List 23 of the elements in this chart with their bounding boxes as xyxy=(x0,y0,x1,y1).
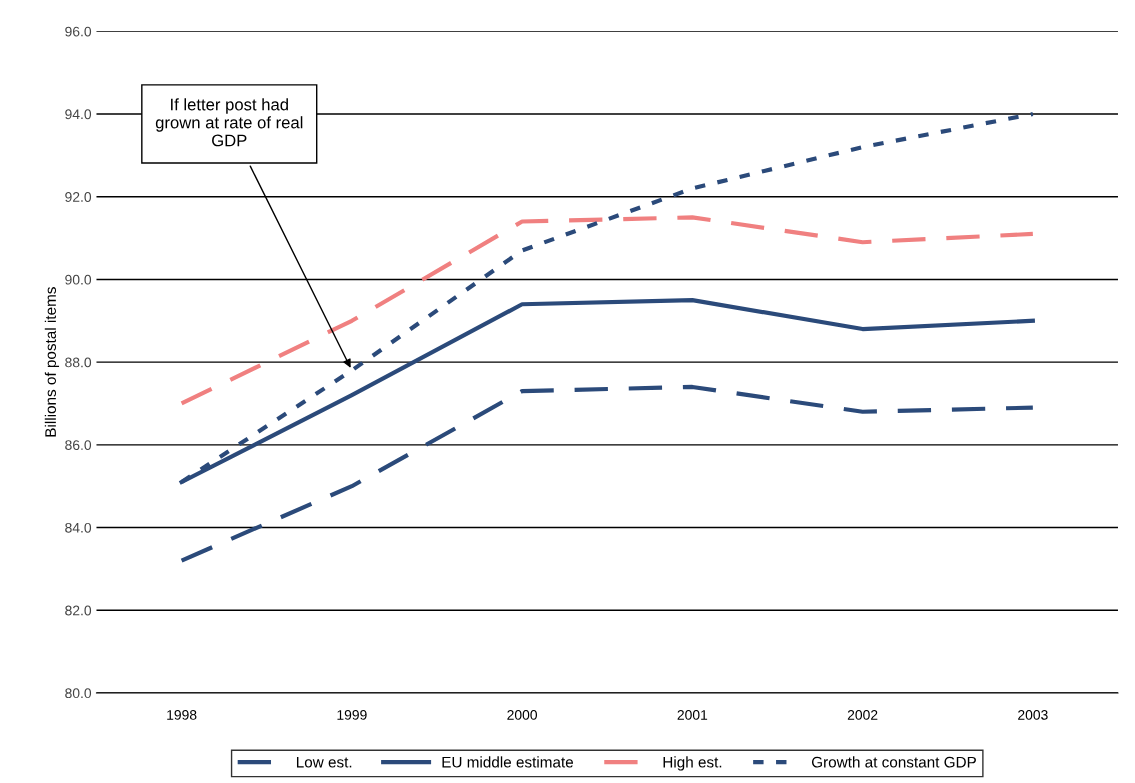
y-tick-label: 84.0 xyxy=(65,522,92,533)
x-tick-label: 1999 xyxy=(337,709,367,720)
x-tick-label: 2002 xyxy=(847,709,878,720)
y-axis-title: Billions of postal items xyxy=(44,287,60,437)
y-tick-label: 82.0 xyxy=(65,605,92,616)
y-tick-label: 92.0 xyxy=(65,192,92,202)
legend-label: Low est. xyxy=(296,756,352,768)
x-tick-label: 2001 xyxy=(677,709,708,720)
annotation: If letter post had grown at rate of real GDP xyxy=(155,98,303,147)
y-tick-label: 88.0 xyxy=(65,357,92,368)
y-tick-label: 90.0 xyxy=(65,274,92,285)
line-series xyxy=(179,384,1035,563)
legend-label: EU middle estimate xyxy=(442,756,574,768)
x-tick-label: 1998 xyxy=(167,709,197,720)
y-tick-label: 86.0 xyxy=(65,440,92,451)
x-tick-label: 2003 xyxy=(1018,709,1048,720)
y-tick-label: 80.0 xyxy=(65,688,92,699)
line-series xyxy=(179,215,1035,406)
y-tick-label: 94.0 xyxy=(65,109,92,120)
x-tick-label: 2000 xyxy=(507,709,538,720)
legend-label: High est. xyxy=(663,756,722,771)
y-tick-label: 96.0 xyxy=(65,26,92,37)
legend-label: Growth at constant GDP xyxy=(811,756,976,768)
